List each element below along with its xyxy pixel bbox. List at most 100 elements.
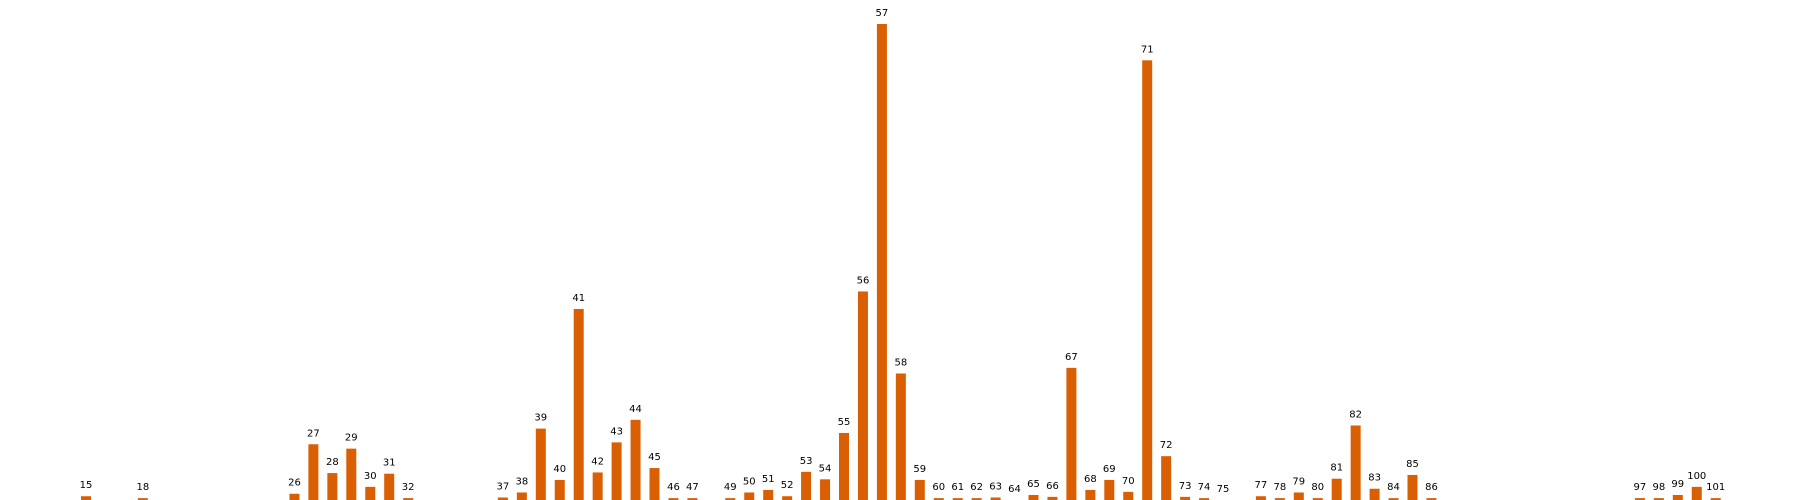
bar-43 (611, 442, 622, 500)
bar-label-60: 60 (932, 482, 945, 493)
bar-63 (990, 497, 1001, 500)
labels-layer: 15 18 26 27 28 29 30 31 32 37 38 39 40 41 42 43 44 45 46 47… (80, 8, 1726, 495)
bar-label-64: 64 (1008, 484, 1021, 495)
bar-label-63: 63 (989, 481, 1002, 492)
bar-85 (1407, 474, 1418, 500)
bar-54 (820, 479, 831, 500)
bar-99 (1672, 494, 1683, 500)
bar-label-29: 29 (345, 433, 358, 444)
bar-62 (971, 498, 982, 500)
bar-18 (137, 498, 148, 500)
bar-label-15: 15 (80, 480, 93, 491)
bar-label-85: 85 (1406, 459, 1419, 470)
bar-55 (839, 432, 849, 500)
bar-label-77: 77 (1255, 480, 1268, 491)
bar-31 (384, 473, 395, 500)
bar-label-45: 45 (648, 452, 661, 463)
bar-86 (1426, 498, 1437, 500)
bar-label-83: 83 (1368, 473, 1381, 484)
bar-label-98: 98 (1652, 482, 1665, 493)
bar-77 (1255, 496, 1266, 500)
bar-label-27: 27 (307, 428, 320, 439)
bar-98 (1653, 498, 1664, 500)
bar-label-49: 49 (724, 482, 737, 493)
bar-72 (1161, 456, 1172, 500)
bar-label-72: 72 (1160, 440, 1173, 451)
bar-80 (1312, 498, 1323, 500)
bar-label-66: 66 (1046, 481, 1059, 492)
bar-label-61: 61 (951, 482, 964, 493)
bar-label-99: 99 (1671, 479, 1684, 490)
bar-label-54: 54 (819, 463, 832, 474)
bar-74 (1199, 498, 1210, 500)
bar-81 (1331, 478, 1342, 500)
bar-82 (1350, 425, 1361, 500)
bar-42 (592, 472, 603, 500)
bar-label-30: 30 (364, 471, 377, 482)
bar-38 (516, 492, 527, 500)
bar-label-101: 101 (1706, 482, 1725, 493)
bar-67 (1066, 367, 1077, 500)
bar-label-26: 26 (288, 478, 301, 489)
bar-78 (1274, 498, 1285, 500)
bar-label-79: 79 (1292, 476, 1305, 487)
bar-label-86: 86 (1425, 482, 1438, 493)
bar-29 (346, 448, 357, 500)
bar-label-75: 75 (1217, 484, 1230, 495)
bar-label-18: 18 (136, 482, 149, 493)
bar-32 (403, 498, 414, 500)
bar-37 (497, 497, 508, 500)
bar-39 (535, 428, 546, 500)
bar-label-39: 39 (534, 413, 547, 424)
bar-66 (1047, 496, 1058, 500)
bar-101 (1710, 498, 1721, 500)
bar-label-68: 68 (1084, 474, 1097, 485)
bar-100 (1691, 486, 1702, 500)
bar-label-56: 56 (857, 275, 870, 286)
bar-label-46: 46 (667, 482, 680, 493)
bar-15 (81, 496, 91, 500)
bar-label-62: 62 (970, 482, 983, 493)
bar-label-38: 38 (515, 476, 528, 487)
bar-label-37: 37 (497, 481, 510, 492)
bar-52 (782, 496, 793, 500)
bar-label-43: 43 (610, 426, 623, 437)
bar-label-31: 31 (383, 458, 396, 469)
bars-layer (81, 24, 1721, 500)
bar-label-82: 82 (1349, 409, 1362, 420)
bar-label-84: 84 (1387, 482, 1400, 493)
bar-71 (1142, 60, 1153, 500)
bar-label-58: 58 (894, 357, 907, 368)
bar-label-51: 51 (762, 474, 775, 485)
bar-label-71: 71 (1141, 44, 1154, 55)
bar-68 (1085, 489, 1096, 500)
bar-51 (763, 489, 774, 500)
bar-28 (327, 473, 338, 500)
bar-label-97: 97 (1634, 482, 1647, 493)
bar-83 (1369, 488, 1380, 500)
bar-label-40: 40 (553, 464, 566, 475)
bar-53 (801, 471, 812, 500)
bar-73 (1180, 496, 1191, 500)
bar-label-70: 70 (1122, 476, 1135, 487)
bar-label-67: 67 (1065, 352, 1078, 363)
bar-79 (1293, 492, 1304, 500)
bar-label-52: 52 (781, 480, 794, 491)
bar-label-69: 69 (1103, 464, 1116, 475)
bar-30 (365, 486, 376, 500)
bar-label-41: 41 (572, 293, 585, 304)
bar-label-44: 44 (629, 404, 642, 415)
bar-40 (554, 479, 565, 500)
bar-70 (1123, 491, 1134, 500)
bar-47 (687, 498, 698, 500)
bar-label-73: 73 (1179, 481, 1192, 492)
bar-label-100: 100 (1687, 471, 1706, 482)
bar-label-78: 78 (1273, 482, 1286, 493)
bar-label-53: 53 (800, 456, 813, 467)
bar-label-47: 47 (686, 482, 699, 493)
bar-26 (289, 493, 300, 500)
bar-56 (857, 291, 868, 500)
bar-label-59: 59 (913, 464, 926, 475)
bar-27 (308, 444, 319, 500)
